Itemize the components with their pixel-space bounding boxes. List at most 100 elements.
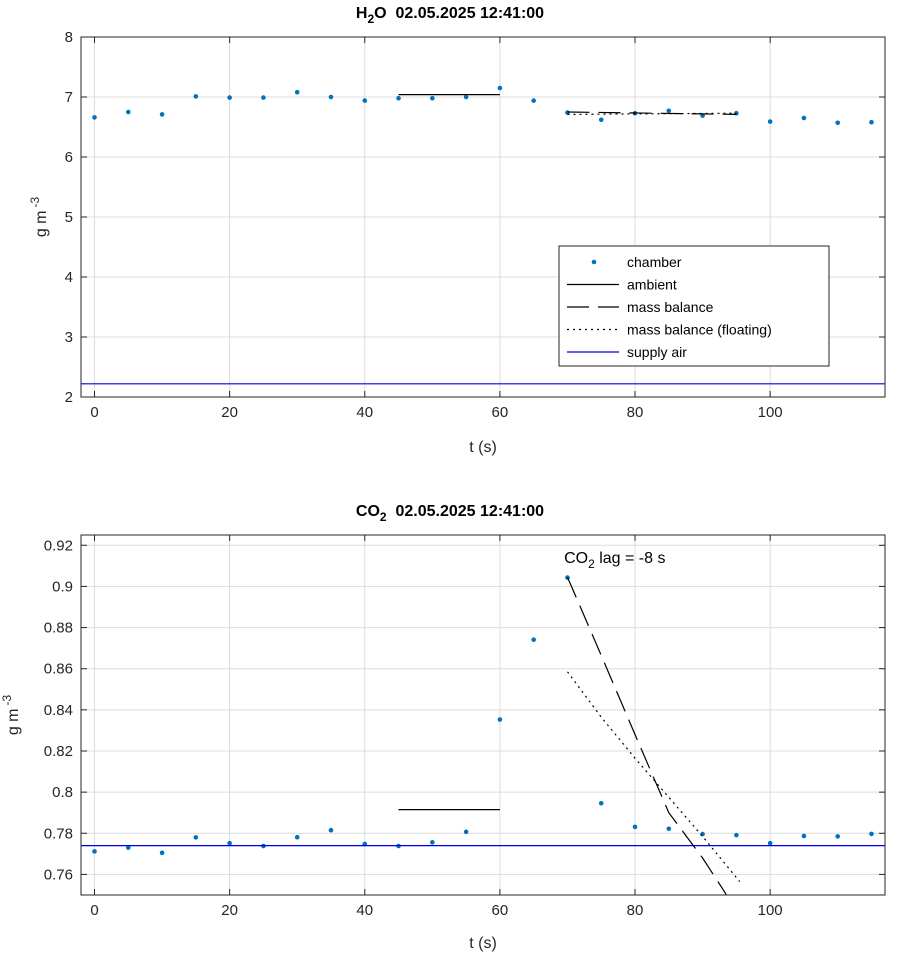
- x-tick-label: 40: [356, 902, 373, 919]
- data-point: [227, 840, 232, 846]
- chart-title-main: CO: [356, 503, 380, 520]
- data-point: [193, 94, 199, 99]
- data-point: [463, 829, 469, 835]
- y-tick-label: 3: [65, 329, 73, 346]
- x-tick-label: 60: [492, 902, 509, 919]
- data-point: [328, 827, 334, 833]
- x-tick-label: 0: [90, 404, 98, 421]
- series-line-mass-balance: [566, 576, 727, 895]
- y-axis-label-main: g m: [33, 211, 50, 238]
- lag-annotation-post: lag = -8 s: [595, 550, 666, 567]
- lag-annotation-sub: 2: [588, 557, 595, 571]
- data-point: [734, 832, 739, 838]
- lag-annotation-pre: CO: [564, 550, 588, 567]
- data-point: [632, 824, 638, 830]
- x-axis-label: t (s): [469, 935, 497, 952]
- data-point: [666, 826, 672, 832]
- legend-label: mass balance: [627, 299, 714, 315]
- data-point: [430, 840, 435, 845]
- data-point: [531, 637, 536, 643]
- data-point: [125, 109, 131, 115]
- data-point: [430, 95, 435, 101]
- data-point: [835, 120, 841, 126]
- series-line-mass-balance-floating-: [567, 112, 737, 115]
- x-tick-label: 20: [221, 902, 238, 919]
- data-point: [497, 85, 503, 91]
- y-tick-label: 0.86: [44, 661, 73, 678]
- y-tick-label: 0.84: [44, 702, 73, 719]
- legend-label: supply air: [627, 344, 687, 360]
- data-point: [396, 95, 401, 101]
- data-point: [767, 840, 773, 846]
- y-tick-label: 8: [65, 29, 73, 46]
- data-point: [497, 717, 503, 722]
- series-line-mass-balance-floating-: [567, 671, 741, 882]
- y-tick-label: 5: [65, 209, 73, 226]
- y-tick-label: 0.78: [44, 825, 73, 842]
- y-tick-label: 2: [65, 389, 73, 406]
- data-point: [328, 94, 334, 100]
- data-point: [193, 835, 199, 840]
- data-point: [92, 849, 97, 854]
- data-point: [159, 112, 165, 117]
- legend-marker: [591, 259, 597, 265]
- y-tick-label: 0.88: [44, 620, 73, 637]
- chart-title-rest: 02.05.2025 12:41:00: [387, 503, 545, 520]
- data-point: [869, 831, 874, 837]
- x-tick-label: 0: [90, 902, 98, 919]
- y-axis-label-main: g m: [5, 709, 22, 736]
- lag-annotation: CO2 lag = -8 s: [564, 550, 665, 571]
- legend: chamber ambient mass balance mass balance (…: [558, 245, 830, 367]
- data-point: [159, 850, 165, 856]
- y-tick-label: 0.82: [44, 743, 73, 760]
- data-point: [92, 115, 97, 120]
- series-line-mass-balance: [567, 111, 737, 115]
- y-tick-label: 0.92: [44, 537, 73, 554]
- data-point: [531, 98, 536, 103]
- chart-title-sub: 2: [380, 510, 387, 524]
- data-point: [835, 834, 841, 839]
- y-axis-label: g m -3: [28, 197, 50, 238]
- chart-title: CO2 02.05.2025 12:41:00: [356, 503, 544, 524]
- data-point: [261, 95, 266, 100]
- x-axis-label: t (s): [469, 439, 497, 456]
- data-point: [463, 94, 469, 100]
- y-axis-label-sup: -3: [0, 695, 14, 706]
- series-group: [81, 85, 885, 385]
- legend-label: mass balance (floating): [627, 322, 772, 338]
- legend-item: chamber: [591, 254, 682, 270]
- chart-title-sub: 2: [367, 12, 374, 26]
- data-point: [767, 119, 773, 124]
- data-point: [294, 834, 300, 840]
- y-tick-label: 0.8: [52, 784, 73, 801]
- legend-box: [558, 245, 830, 367]
- x-tick-label: 80: [627, 404, 644, 421]
- y-tick-label: 4: [65, 269, 73, 286]
- chart-co2: 0 20 40 60 80 100 0.76 0.78 0.8 0.82 0.84 0.86 0.88 0…: [0, 503, 886, 952]
- chart-title-rest: O 02.05.2025 12:41:00: [374, 5, 544, 22]
- x-tick-label: 40: [356, 404, 373, 421]
- data-point: [598, 800, 604, 806]
- data-point: [125, 845, 131, 850]
- legend-label: ambient: [627, 277, 677, 293]
- data-point: [362, 98, 368, 103]
- data-point: [666, 108, 672, 114]
- chart-title-main: H: [356, 5, 368, 22]
- x-tick-label: 100: [758, 902, 783, 919]
- y-tick-label: 0.9: [52, 578, 73, 595]
- data-point: [598, 117, 604, 123]
- data-point: [801, 115, 807, 121]
- data-point: [869, 119, 874, 125]
- x-tick-label: 60: [492, 404, 509, 421]
- y-axis-label: g m -3: [0, 695, 22, 736]
- x-tick-label: 80: [627, 902, 644, 919]
- legend-item: supply air: [567, 344, 687, 360]
- y-axis-label-sup: -3: [28, 197, 42, 208]
- plot-area: [81, 535, 885, 895]
- y-tick-label: 0.76: [44, 866, 73, 883]
- data-point: [227, 95, 232, 100]
- data-point: [294, 89, 300, 95]
- legend-item: mass balance (floating): [567, 322, 772, 338]
